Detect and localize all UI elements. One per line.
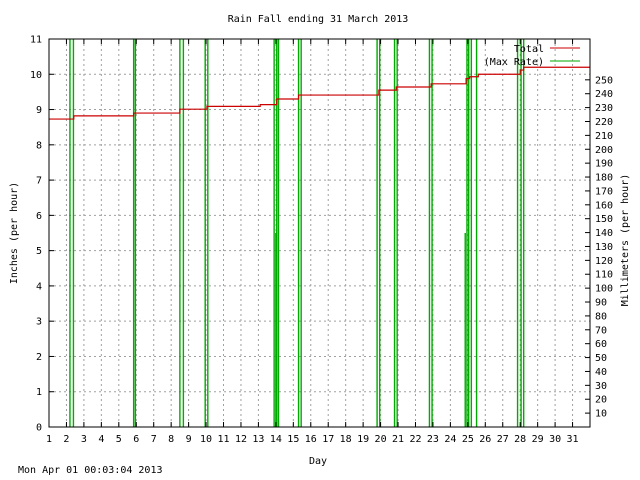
y-tick-label: 7 [36, 176, 42, 187]
y2-tick-label: 30 [595, 381, 607, 392]
x-tick-label: 4 [98, 434, 104, 445]
y2-axis-ticks: 10 20 30 40 50 60 70 80 90 100 110 120 130 140 150 160 1… [585, 75, 613, 420]
y2-tick-label: 200 [595, 145, 613, 156]
y2-tick-label: 110 [595, 270, 613, 281]
y2-tick-label: 240 [595, 89, 613, 100]
x-tick-label: 30 [549, 434, 561, 445]
x-axis-ticks: 1 2 3 4 5 6 7 8 9 10 11 12 13 14 15 16 17 18 19 20 21 22 23 24 2… [46, 39, 579, 445]
y-tick-label: 11 [30, 35, 42, 46]
y-tick-label: 2 [36, 352, 42, 363]
y-tick-label: 3 [36, 317, 42, 328]
y2-tick-label: 120 [595, 256, 613, 267]
x-tick-label: 6 [133, 434, 139, 445]
x-tick-label: 31 [567, 434, 579, 445]
x-tick-label: 9 [186, 434, 192, 445]
x-tick-label: 21 [392, 434, 404, 445]
x-tick-label: 18 [340, 434, 352, 445]
y2-tick-label: 250 [595, 75, 613, 86]
x-tick-label: 10 [200, 434, 212, 445]
y2-tick-label: 100 [595, 284, 613, 295]
x-tick-label: 28 [514, 434, 526, 445]
y2-tick-label: 160 [595, 200, 613, 211]
y-axis-ticks: 0 1 2 3 4 5 6 7 8 9 10 11 [30, 35, 54, 434]
x-tick-label: 12 [235, 434, 247, 445]
y2-tick-label: 60 [595, 339, 607, 350]
x-tick-label: 11 [217, 434, 229, 445]
legend-label-max-rate: (Max Rate) [484, 57, 544, 68]
y-tick-label: 1 [36, 387, 42, 398]
grid [49, 39, 590, 427]
x-tick-label: 5 [116, 434, 122, 445]
plot-frame [48, 38, 591, 428]
x-tick-label: 29 [532, 434, 544, 445]
x-axis-label: Day [309, 456, 327, 467]
legend-label-total: Total [514, 44, 544, 55]
y2-tick-label: 20 [595, 395, 607, 406]
x-tick-label: 19 [357, 434, 369, 445]
y2-tick-label: 90 [595, 298, 607, 309]
total-line [49, 66, 590, 120]
x-tick-label: 14 [270, 434, 282, 445]
x-tick-label: 25 [462, 434, 474, 445]
x-tick-label: 26 [479, 434, 491, 445]
y-tick-label: 0 [36, 423, 42, 434]
x-tick-label: 27 [497, 434, 509, 445]
y2-tick-label: 70 [595, 325, 607, 336]
x-tick-label: 20 [375, 434, 387, 445]
series-total [49, 66, 590, 120]
y-tick-label: 6 [36, 211, 42, 222]
x-tick-label: 15 [287, 434, 299, 445]
y2-axis-label: Millimeters (per hour) [620, 174, 631, 306]
y2-tick-label: 130 [595, 242, 613, 253]
y2-tick-label: 220 [595, 117, 613, 128]
x-tick-label: 8 [168, 434, 174, 445]
y-tick-label: 4 [36, 281, 42, 292]
generated-timestamp: Mon Apr 01 00:03:04 2013 [18, 465, 163, 476]
y2-tick-label: 40 [595, 367, 607, 378]
y-tick-label: 5 [36, 246, 42, 257]
y2-tick-label: 230 [595, 103, 613, 114]
y2-tick-label: 80 [595, 311, 607, 322]
y2-tick-label: 150 [595, 214, 613, 225]
y2-tick-label: 10 [595, 409, 607, 420]
x-tick-label: 13 [252, 434, 264, 445]
series-max-rate [69, 39, 525, 427]
y2-tick-label: 210 [595, 131, 613, 142]
x-tick-label: 23 [427, 434, 439, 445]
y2-tick-label: 190 [595, 159, 613, 170]
y2-tick-label: 140 [595, 228, 613, 239]
legend: Total (Max Rate) [484, 44, 580, 68]
x-tick-label: 2 [63, 434, 69, 445]
y2-tick-label: 180 [595, 173, 613, 184]
y-tick-label: 9 [36, 105, 42, 116]
y2-tick-label: 170 [595, 186, 613, 197]
x-tick-label: 3 [81, 434, 87, 445]
y-axis-label: Inches (per hour) [9, 182, 20, 284]
x-tick-label: 16 [305, 434, 317, 445]
y-tick-label: 10 [30, 70, 42, 81]
x-tick-label: 7 [151, 434, 157, 445]
x-tick-label: 24 [444, 434, 456, 445]
x-tick-label: 17 [322, 434, 334, 445]
x-tick-label: 1 [46, 434, 52, 445]
x-tick-label: 22 [409, 434, 421, 445]
y2-tick-label: 50 [595, 353, 607, 364]
chart-title: Rain Fall ending 31 March 2013 [228, 14, 409, 25]
y-tick-label: 8 [36, 140, 42, 151]
